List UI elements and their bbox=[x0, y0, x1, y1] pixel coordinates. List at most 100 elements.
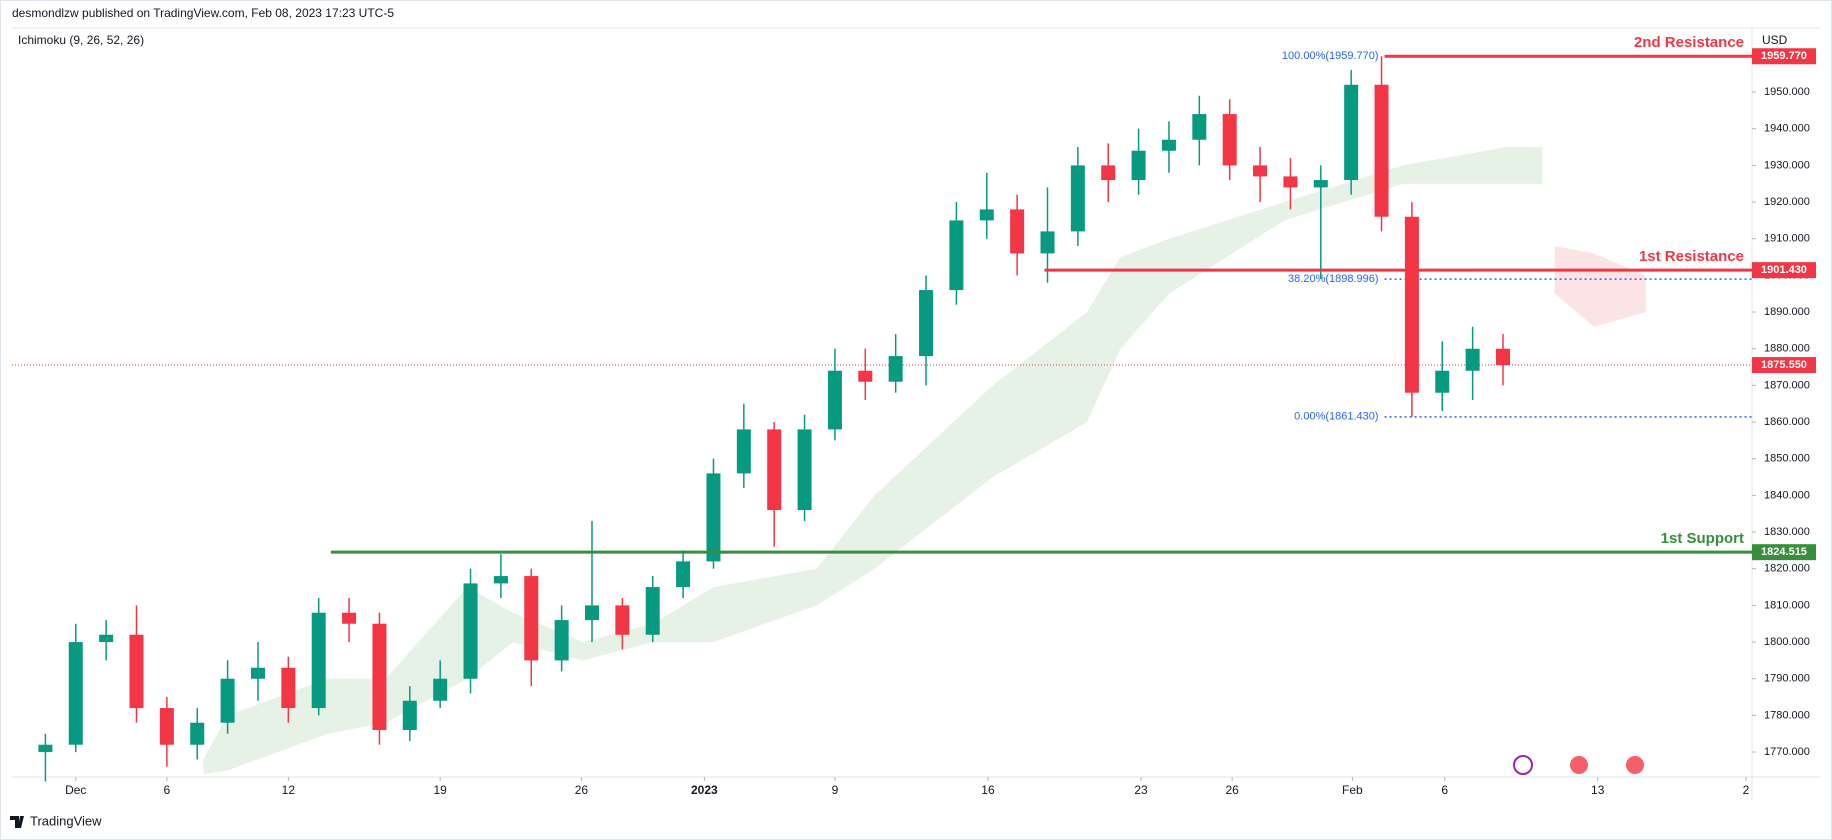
candle-body bbox=[159, 708, 174, 745]
event-icon[interactable] bbox=[1513, 755, 1533, 775]
y-tick-label: 1830.000 bbox=[1764, 526, 1810, 538]
candle bbox=[888, 334, 903, 393]
candle-body bbox=[402, 700, 417, 731]
candle bbox=[524, 568, 539, 687]
candle-body bbox=[433, 678, 448, 701]
fib-label: 100.00%(1959.770) bbox=[1282, 50, 1379, 62]
price-tag-label: 1959.770 bbox=[1761, 50, 1807, 62]
candle bbox=[554, 605, 569, 672]
candle-body bbox=[797, 429, 812, 511]
candle-body bbox=[190, 722, 205, 745]
y-tick-label: 1910.000 bbox=[1764, 233, 1810, 245]
y-tick-label: 1840.000 bbox=[1764, 489, 1810, 501]
price-tag-label: 1901.430 bbox=[1761, 264, 1807, 276]
candle bbox=[585, 521, 599, 643]
candle-body bbox=[645, 587, 660, 635]
candle-body bbox=[1010, 209, 1025, 254]
candle-body bbox=[68, 642, 83, 745]
candle bbox=[311, 598, 326, 716]
candle bbox=[250, 642, 265, 701]
candle-body bbox=[1131, 150, 1146, 181]
y-tick-label: 1930.000 bbox=[1764, 159, 1810, 171]
candle bbox=[433, 660, 448, 709]
price-tag-label: 1824.515 bbox=[1761, 546, 1807, 558]
brand-logo bbox=[10, 816, 24, 828]
publisher: desmondlzw published on TradingView.com,… bbox=[12, 6, 394, 20]
candle bbox=[1495, 334, 1510, 386]
candle-body bbox=[706, 473, 721, 562]
event-icons bbox=[1513, 755, 1644, 775]
candle-body bbox=[949, 220, 964, 291]
candle-body bbox=[524, 576, 539, 661]
level-name: 1st Resistance bbox=[1639, 248, 1744, 265]
ichimoku-cloud bbox=[203, 147, 1543, 775]
candle bbox=[1161, 121, 1176, 173]
candle-body bbox=[1222, 114, 1237, 166]
x-tick-label: 12 bbox=[282, 783, 296, 797]
candle-body bbox=[979, 209, 994, 221]
candle-body bbox=[1344, 84, 1359, 181]
x-tick-label: 2023 bbox=[691, 783, 718, 797]
candle bbox=[858, 348, 873, 401]
x-tick-label: 23 bbox=[1134, 783, 1148, 797]
candle bbox=[615, 598, 630, 650]
candle bbox=[1404, 202, 1419, 417]
price-tag bbox=[1752, 544, 1816, 561]
candle bbox=[1040, 187, 1055, 283]
candle-body bbox=[615, 605, 630, 635]
y-tick-label: 1920.000 bbox=[1764, 196, 1810, 208]
candle-body bbox=[220, 678, 235, 723]
event-icon[interactable] bbox=[1570, 756, 1588, 774]
y-tick-label: 1820.000 bbox=[1764, 563, 1810, 575]
candle-body bbox=[736, 429, 751, 474]
candle bbox=[736, 403, 751, 489]
x-tick-label: 6 bbox=[164, 783, 171, 797]
candle bbox=[129, 605, 144, 723]
candle bbox=[1222, 99, 1237, 181]
candle-body bbox=[38, 744, 53, 753]
candle-body bbox=[1435, 370, 1450, 393]
candle-body bbox=[372, 623, 387, 731]
x-tick-label: Feb bbox=[1342, 783, 1363, 797]
y-tick-label: 1810.000 bbox=[1764, 599, 1810, 611]
candle bbox=[1070, 147, 1085, 247]
x-tick-label: Dec bbox=[65, 783, 86, 797]
x-tick-label: 9 bbox=[832, 783, 839, 797]
candle-body bbox=[585, 605, 599, 621]
candle bbox=[827, 348, 842, 441]
candle-body bbox=[250, 667, 265, 679]
candle bbox=[1344, 70, 1359, 195]
candle-body bbox=[281, 667, 296, 709]
x-tick-label: 2 bbox=[1743, 783, 1750, 797]
candle-body bbox=[919, 290, 934, 357]
candle-body bbox=[827, 370, 842, 430]
candle bbox=[342, 598, 357, 643]
candle bbox=[190, 708, 205, 760]
candle bbox=[1435, 341, 1450, 412]
candle-body bbox=[311, 612, 326, 709]
candle bbox=[919, 275, 934, 386]
candle bbox=[38, 733, 53, 782]
candle-body bbox=[1101, 165, 1116, 181]
candle bbox=[1313, 165, 1328, 280]
x-tick-label: 16 bbox=[981, 783, 995, 797]
event-icon[interactable] bbox=[1626, 756, 1644, 774]
candle bbox=[99, 620, 114, 661]
candle-body bbox=[99, 634, 114, 643]
currency: USD bbox=[1762, 33, 1788, 47]
candle bbox=[402, 686, 417, 742]
candle-body bbox=[129, 634, 144, 709]
candle-body bbox=[1192, 114, 1207, 140]
y-tick-label: 1780.000 bbox=[1764, 709, 1810, 721]
y-tick-label: 1770.000 bbox=[1764, 746, 1810, 758]
ichimoku-cloud bbox=[1554, 246, 1646, 327]
candle-body bbox=[1495, 348, 1510, 366]
candle bbox=[979, 172, 994, 239]
candle bbox=[1283, 158, 1298, 210]
candle bbox=[797, 414, 812, 522]
candle-body bbox=[493, 576, 508, 584]
candle-body bbox=[1253, 165, 1268, 177]
candle-body bbox=[1161, 139, 1176, 151]
candle bbox=[1010, 194, 1025, 276]
candle-body bbox=[858, 370, 873, 382]
